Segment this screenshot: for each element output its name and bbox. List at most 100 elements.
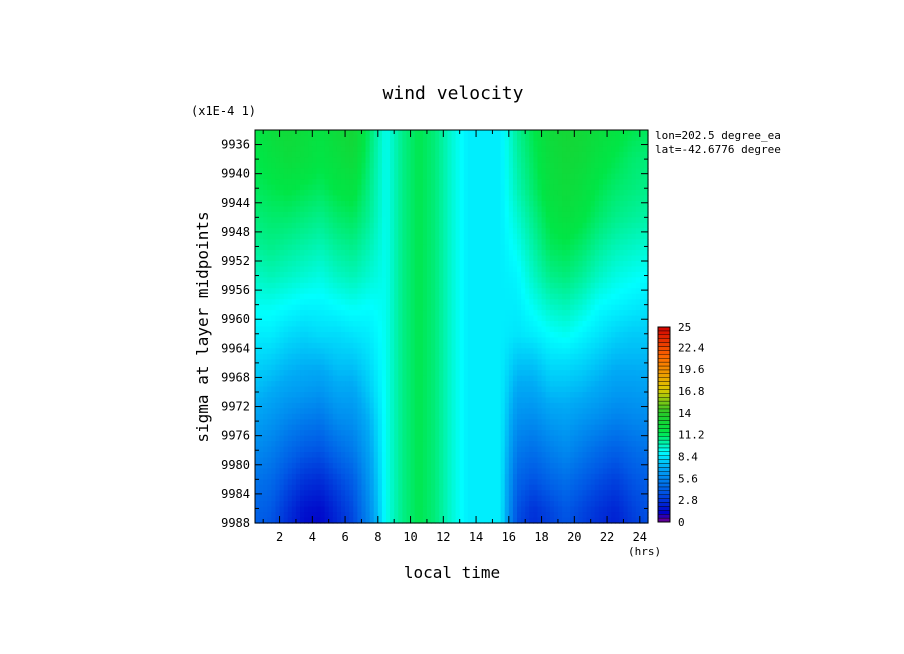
heatmap-cell — [467, 271, 473, 278]
heatmap-cell — [611, 397, 616, 404]
heatmap-cell — [316, 353, 322, 360]
heatmap-cell — [304, 162, 309, 169]
heatmap-cell — [598, 402, 604, 409]
heatmap-cell — [582, 310, 588, 317]
heatmap-cell — [476, 250, 481, 257]
heatmap-cell — [533, 288, 539, 295]
heatmap-cell — [418, 353, 424, 360]
heatmap-cell — [517, 233, 522, 240]
heatmap-cell — [480, 288, 485, 295]
heatmap-cell — [570, 190, 575, 197]
heatmap-cell — [320, 326, 326, 333]
heatmap-cell — [431, 299, 436, 306]
heatmap-cell — [332, 250, 338, 257]
heatmap-cell — [455, 288, 461, 295]
heatmap-cell — [500, 364, 506, 371]
heatmap-cell — [410, 168, 416, 175]
heatmap-cell — [361, 239, 367, 246]
heatmap-cell — [381, 255, 387, 262]
heatmap-cell — [525, 375, 530, 382]
heatmap-cell — [398, 348, 403, 355]
heatmap-cell — [562, 200, 567, 208]
heatmap-cell — [345, 321, 350, 328]
heatmap-cell — [459, 370, 465, 377]
heatmap-cell — [406, 184, 412, 191]
heatmap-cell — [541, 364, 547, 371]
heatmap-cell — [504, 173, 510, 180]
heatmap-cell — [574, 239, 579, 246]
heatmap-cell — [386, 337, 391, 344]
heatmap-cell — [361, 381, 367, 388]
heatmap-cell — [578, 179, 584, 186]
heatmap-cell — [557, 211, 563, 218]
heatmap-cell — [484, 135, 489, 142]
heatmap-cell — [521, 293, 526, 300]
heatmap-cell — [488, 386, 494, 393]
heatmap-cell — [279, 299, 285, 306]
heatmap-cell — [377, 364, 383, 371]
heatmap-cell — [582, 200, 588, 208]
heatmap-cell — [328, 392, 334, 399]
heatmap-cell — [598, 386, 604, 393]
heatmap-cell — [512, 359, 518, 366]
heatmap-cell — [508, 293, 514, 300]
heatmap-cell — [386, 151, 391, 158]
heatmap-cell — [312, 261, 317, 268]
heatmap-cell — [582, 397, 588, 404]
heatmap-cell — [562, 239, 567, 246]
heatmap-cell — [545, 359, 551, 366]
heatmap-cell — [426, 337, 432, 344]
heatmap-cell — [279, 288, 285, 295]
heatmap-cell — [340, 321, 346, 328]
heatmap-cell — [406, 130, 412, 137]
heatmap-cell — [504, 321, 510, 328]
heatmap-cell — [553, 200, 559, 208]
heatmap-cell — [619, 130, 625, 137]
heatmap-cell — [455, 299, 461, 306]
heatmap-cell — [390, 402, 395, 409]
heatmap-cell — [373, 315, 379, 322]
heatmap-cell — [582, 408, 588, 415]
heatmap-cell — [443, 277, 448, 284]
heatmap-cell — [291, 200, 297, 208]
heatmap-cell — [508, 315, 514, 322]
heatmap-cell — [312, 353, 317, 360]
heatmap-cell — [484, 337, 489, 344]
heatmap-cell — [431, 146, 436, 153]
heatmap-cell — [635, 348, 641, 355]
heatmap-cell — [324, 370, 330, 377]
heatmap-cell — [410, 331, 416, 339]
heatmap-cell — [631, 217, 637, 224]
heatmap-cell — [328, 342, 334, 349]
heatmap-cell — [455, 228, 461, 235]
heatmap-cell — [615, 255, 620, 262]
heatmap-cell — [508, 331, 514, 339]
heatmap-cell — [635, 140, 641, 147]
heatmap-cell — [533, 151, 539, 158]
heatmap-cell — [639, 173, 645, 180]
heatmap-cell — [635, 184, 641, 191]
heatmap-cell — [300, 386, 305, 393]
heatmap-cell — [549, 228, 555, 235]
heatmap-cell — [611, 304, 616, 311]
heatmap-cell — [431, 293, 436, 300]
heatmap-cell — [267, 326, 272, 333]
heatmap-cell — [619, 321, 625, 328]
heatmap-cell — [259, 222, 264, 229]
heatmap-cell — [586, 244, 592, 251]
heatmap-cell — [418, 233, 424, 240]
heatmap-cell — [541, 337, 547, 344]
heatmap-cell — [259, 271, 264, 278]
heatmap-cell — [492, 353, 498, 360]
heatmap-cell — [349, 271, 354, 278]
heatmap-cell — [459, 261, 465, 268]
heatmap-cell — [287, 304, 293, 311]
heatmap-cell — [426, 359, 432, 366]
heatmap-cell — [602, 375, 608, 382]
heatmap-cell — [275, 326, 281, 333]
heatmap-cell — [394, 381, 399, 388]
heatmap-cell — [631, 408, 637, 415]
heatmap-cell — [324, 337, 330, 344]
heatmap-cell — [414, 228, 420, 235]
heatmap-cell — [365, 130, 371, 137]
